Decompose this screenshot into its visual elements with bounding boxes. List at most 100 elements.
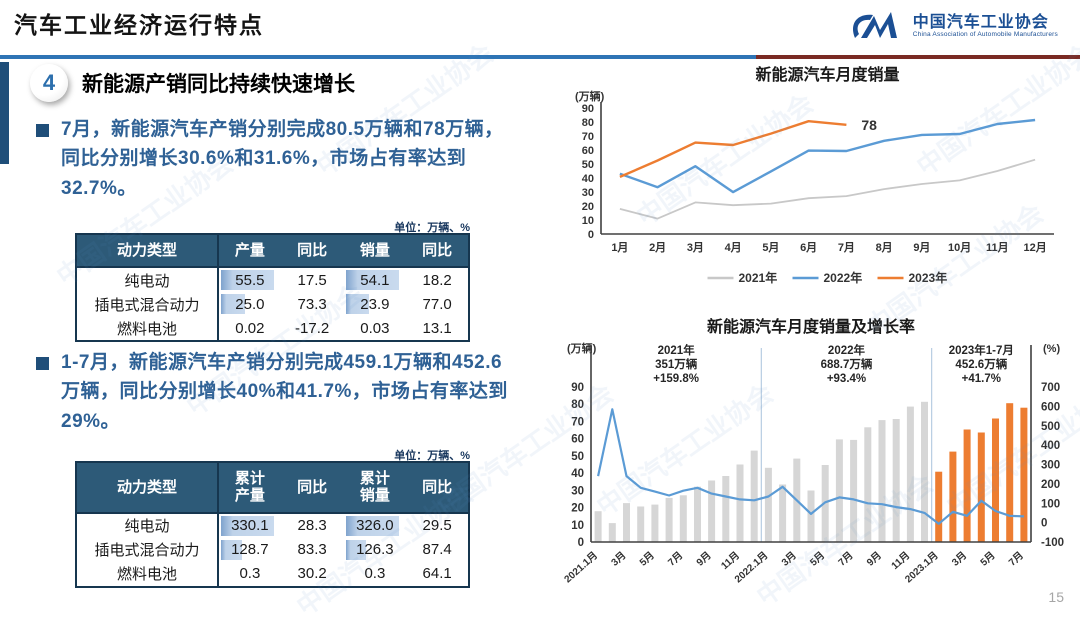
table-header: 动力类型 bbox=[76, 462, 219, 514]
power-type-table-july: 动力类型 产量 同比 销量 同比 纯电动 55.5 17.5 54.1 18.2 插电式混合动力 25… bbox=[75, 233, 470, 343]
chart-title: 新能源汽车月度销量 bbox=[755, 65, 899, 84]
x-tick-label: 9月 bbox=[864, 549, 884, 568]
monthly-sales-line-chart: 新能源汽车月度销量 (万辆) 0 10 20 30 40 50 60 70 80 90 1月 2月 3月 4月… bbox=[547, 62, 1074, 310]
x-tick-label: 5月 bbox=[978, 549, 998, 568]
section-header: 4 新能源产销同比持续快速增长 bbox=[30, 64, 355, 102]
bullet-square-icon bbox=[36, 357, 49, 370]
x-tick-label: 5月 bbox=[637, 549, 657, 568]
y-axis-unit: (万辆) bbox=[575, 89, 605, 103]
sales-bar bbox=[764, 467, 772, 542]
legend-label: 2021年 bbox=[739, 270, 778, 285]
series-line-2023年 bbox=[619, 120, 847, 179]
year-annotation: +41.7% bbox=[962, 373, 1001, 385]
cell-value: 插电式混合动力 bbox=[94, 542, 200, 559]
x-tick-label: 7月 bbox=[836, 549, 856, 568]
cell-value: 54.1 bbox=[360, 271, 390, 289]
x-tick-label: 12月 bbox=[1024, 241, 1047, 254]
cell-value: 纯电动 bbox=[124, 272, 170, 290]
x-tick-label: 4月 bbox=[725, 241, 742, 254]
cell-value: 0.03 bbox=[360, 319, 390, 337]
sales-bar bbox=[736, 464, 744, 542]
y-tick-label: 10 bbox=[582, 215, 594, 227]
table-cell: 29.5 bbox=[406, 513, 469, 538]
table-cell: 64.1 bbox=[406, 562, 469, 587]
cell-data-bar bbox=[221, 515, 275, 536]
sales-bar bbox=[963, 429, 971, 542]
x-tick-label: 3月 bbox=[779, 549, 799, 568]
sales-bar bbox=[949, 451, 957, 542]
cell-value: 燃料电池 bbox=[116, 566, 177, 583]
growth-rate-line bbox=[597, 408, 1024, 525]
section-heading: 新能源产销同比持续快速增长 bbox=[82, 73, 355, 96]
x-tick-label: 11月 bbox=[889, 549, 912, 572]
left-tick-label: 90 bbox=[571, 382, 584, 394]
table-cell: -17.2 bbox=[281, 316, 344, 341]
table-cell: 13.1 bbox=[406, 316, 469, 341]
sales-bar bbox=[708, 480, 716, 542]
table-row: 纯电动 55.5 17.5 54.1 18.2 bbox=[76, 267, 469, 293]
cell-data-bar bbox=[221, 294, 245, 315]
y-tick-label: 40 bbox=[582, 173, 594, 185]
cell-value: 插电式混合动力 bbox=[94, 296, 200, 314]
legend-label: 2023年 bbox=[909, 270, 948, 285]
x-tick-label: 6月 bbox=[800, 241, 817, 254]
cell-data-bar bbox=[345, 270, 400, 291]
sales-bar bbox=[921, 401, 928, 542]
sales-bar bbox=[807, 490, 815, 542]
year-annotation: +159.8% bbox=[653, 373, 699, 385]
sales-bar bbox=[1020, 407, 1028, 542]
cell-value: 0.3 bbox=[239, 565, 261, 582]
table-header: 同比 bbox=[406, 234, 469, 269]
sales-bar bbox=[850, 439, 858, 542]
sales-bar bbox=[679, 495, 687, 542]
sales-bar bbox=[637, 506, 645, 542]
cell-value: 28.3 bbox=[297, 517, 327, 534]
right-tick-label: 700 bbox=[1041, 382, 1060, 394]
sales-bar bbox=[623, 503, 630, 542]
right-tick-label: -100 bbox=[1041, 537, 1064, 549]
sales-bar bbox=[992, 418, 999, 542]
right-tick-label: 500 bbox=[1041, 421, 1060, 433]
table-cell: 330.1 bbox=[218, 513, 281, 538]
sales-bar bbox=[594, 511, 602, 542]
sales-bar bbox=[651, 504, 659, 542]
x-tick-label: 11月 bbox=[719, 549, 742, 572]
cell-data-bar bbox=[221, 539, 242, 560]
table-cell: 87.4 bbox=[406, 538, 469, 562]
cell-value: 0.3 bbox=[364, 565, 386, 582]
year-annotation: +93.4% bbox=[827, 373, 866, 385]
x-tick-label: 9月 bbox=[694, 549, 714, 568]
cell-data-bar bbox=[221, 270, 275, 291]
table-header: 动力类型 bbox=[76, 234, 219, 269]
cell-value: 77.0 bbox=[422, 295, 452, 313]
table-cell: 28.3 bbox=[281, 513, 344, 538]
year-annotation: 2022年 bbox=[828, 343, 866, 357]
cell-value: 326.0 bbox=[356, 517, 394, 534]
x-tick-label: 2月 bbox=[649, 241, 666, 254]
table-cell: 0.03 bbox=[344, 316, 407, 341]
left-tick-label: 30 bbox=[571, 485, 584, 497]
table-cell: 插电式混合动力 bbox=[76, 537, 219, 562]
cell-value: 17.5 bbox=[297, 271, 327, 289]
cell-data-bar bbox=[345, 539, 367, 560]
right-tick-label: 100 bbox=[1041, 498, 1060, 510]
cell-value: 29.5 bbox=[422, 517, 452, 534]
year-annotation: 351万辆 bbox=[655, 357, 698, 371]
table-row: 燃料电池 0.3 30.2 0.3 64.1 bbox=[76, 561, 469, 587]
series-line-2021年 bbox=[619, 158, 1036, 220]
table-cell: 55.5 bbox=[218, 267, 281, 292]
table-header: 同比 bbox=[406, 462, 469, 514]
cell-value: 18.2 bbox=[422, 271, 452, 289]
table-cell: 0.02 bbox=[218, 316, 281, 341]
table-cell: 0.3 bbox=[344, 562, 407, 587]
x-tick-label: 7月 bbox=[1006, 549, 1026, 568]
x-tick-label: 11月 bbox=[986, 241, 1009, 254]
cell-data-bar bbox=[345, 294, 370, 315]
bullet-july: 7月，新能源汽车产销分别完成80.5万辆和78万辆，同比分别增长30.6%和31… bbox=[36, 115, 514, 203]
right-tick-label: 0 bbox=[1041, 518, 1047, 530]
legend-label: 2022年 bbox=[824, 270, 863, 285]
table-cell: 128.7 bbox=[218, 538, 281, 562]
table-cell: 纯电动 bbox=[76, 267, 219, 293]
table-header: 累计 销量 bbox=[343, 462, 407, 514]
cell-value: 55.5 bbox=[235, 271, 265, 289]
